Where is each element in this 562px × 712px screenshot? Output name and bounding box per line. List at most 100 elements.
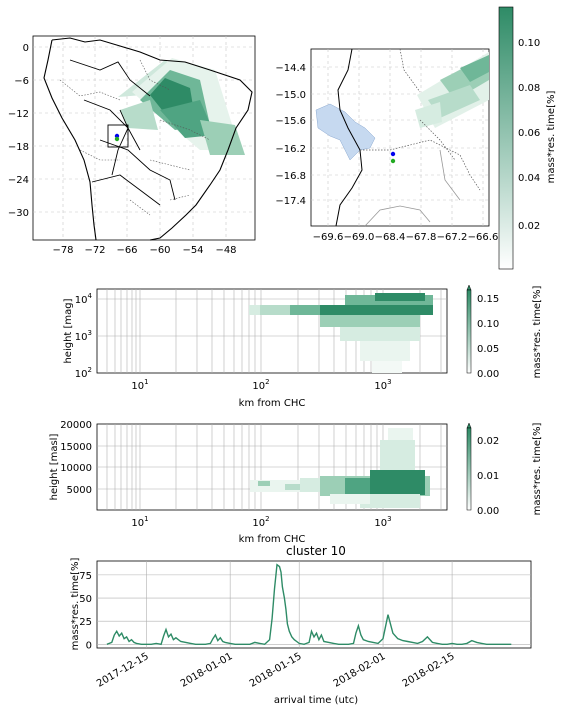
map-large-ytick: −30 — [8, 208, 29, 219]
colorbar-main-label: mass*res. time[%] — [546, 91, 557, 184]
height-mag-cbar — [466, 289, 472, 374]
map-large-panel: −78 −72 −66 −60 −54 −48 0 −6 −12 −18 −24… — [8, 35, 256, 256]
map-large-yticks: 0 −6 −12 −18 −24 −30 — [8, 43, 29, 219]
height-masl-cells — [250, 428, 430, 508]
height-mag-xticks: 101 102 103 — [131, 378, 391, 392]
height-mag-xtick: 102 — [252, 378, 269, 392]
height-mag-xtick: 101 — [131, 378, 148, 392]
map-zoom-xticks: −69.6 −69.0 −68.4 −67.8 −67.2 −66.6 — [313, 232, 499, 243]
timeseries-ylabel: mass*res. time[%] — [70, 558, 81, 651]
height-masl-yticks: 5000 10000 15000 20000 — [60, 420, 92, 496]
height-mag-ytick: 103 — [75, 329, 92, 343]
map-zoom-ytick: −14.4 — [275, 63, 306, 74]
map-large-xtick: −60 — [149, 245, 170, 256]
height-mag-yticks: 102 103 104 — [75, 292, 93, 380]
zoom-station-blue — [390, 151, 396, 157]
map-large-xtick: −72 — [84, 245, 105, 256]
height-mag-cbar-tick: 0.10 — [477, 319, 499, 330]
map-zoom-xtick: −68.4 — [375, 232, 406, 243]
height-masl-xtick: 103 — [374, 515, 391, 529]
map-zoom-ytick: −15.0 — [275, 90, 306, 101]
x-tick-label: 2017-12-15 — [95, 651, 151, 690]
map-large-xtick: −48 — [215, 245, 236, 256]
height-mag-cbar-tick: 0.00 — [477, 369, 499, 380]
map-zoom-yticks: −14.4 −15.0 −15.6 −16.2 −16.8 −17.4 — [275, 63, 306, 207]
height-mag-panel: 102 103 104 101 102 103 km from CHC heig… — [63, 284, 543, 409]
map-large-zoom-box — [107, 124, 129, 148]
map-large-xtick: −78 — [52, 245, 73, 256]
map-zoom-ytick: −15.6 — [275, 116, 306, 127]
y-tick-label: 0 — [86, 640, 92, 651]
map-large-ytick: −12 — [8, 109, 29, 120]
height-masl-ylabel: height [masl] — [49, 434, 60, 501]
height-masl-xticks: 101 102 103 — [131, 515, 391, 529]
timeseries-xticks: 2017-12-15 2018-01-01 2018-01-15 2018-02-01… — [95, 651, 457, 690]
map-zoom-lake — [315, 103, 376, 161]
x-tick-label: 2018-01-15 — [248, 651, 304, 690]
map-zoom-border-gray — [364, 149, 461, 227]
height-mag-xtick: 103 — [374, 378, 391, 392]
timeseries-grid — [97, 561, 531, 648]
colorbar-main: 0.10 0.08 0.06 0.04 0.02 mass*res. time[… — [498, 6, 557, 270]
height-masl-cbar-extend — [466, 422, 472, 429]
height-masl-xlabel: km from CHC — [239, 534, 306, 545]
map-zoom-xtick: −67.2 — [437, 232, 468, 243]
zoom-station-green — [390, 158, 396, 164]
x-tick-label: 2018-02-01 — [332, 651, 388, 690]
y-tick-label: 50 — [79, 594, 92, 605]
map-zoom-border-main — [335, 48, 363, 227]
station-marker-green — [114, 136, 120, 142]
map-zoom-xtick: −66.6 — [468, 232, 499, 243]
height-mag-xlabel: km from CHC — [239, 398, 306, 409]
x-tick-label: 2018-01-01 — [179, 651, 235, 690]
colorbar-main-tick: 0.06 — [518, 128, 540, 139]
map-large-borders — [69, 59, 176, 206]
height-masl-panel: 5000 10000 15000 20000 101 102 103 km fr… — [49, 420, 543, 545]
map-zoom-panel: −69.6 −69.0 −68.4 −67.8 −67.2 −66.6 −14.… — [275, 48, 499, 243]
map-zoom-ytick: −17.4 — [275, 196, 306, 207]
map-large-ytick: 0 — [23, 43, 29, 54]
map-zoom-sensitivity-cells — [415, 52, 489, 128]
chart-title: cluster 10 — [286, 544, 346, 558]
height-masl-cbar-label: mass*res. time[%] — [532, 423, 543, 516]
height-mag-ylabel: height [mag] — [63, 298, 74, 363]
map-zoom-ytick: −16.8 — [275, 171, 306, 182]
map-large-ytick: −18 — [8, 142, 29, 153]
map-large-ytick: −6 — [14, 76, 29, 87]
height-mag-cells — [249, 293, 433, 373]
y-tick-label: 25 — [79, 617, 92, 628]
map-large-xtick: −66 — [116, 245, 137, 256]
map-large-subregions — [59, 59, 211, 216]
height-masl-xtick: 102 — [252, 515, 269, 529]
map-large-coastline — [43, 37, 253, 241]
timeseries-yticks: 0 25 50 75 — [79, 571, 92, 651]
map-large-xtick: −54 — [182, 245, 203, 256]
colorbar-main-tick: 0.04 — [518, 173, 540, 184]
colorbar-main-tick: 0.10 — [518, 38, 540, 49]
height-masl-cbar — [466, 427, 472, 511]
height-mag-cbar-tick: 0.05 — [477, 344, 499, 355]
timeseries-frame — [96, 560, 532, 649]
height-masl-cbar-tick: 0.02 — [477, 436, 499, 447]
height-mag-cbar-extend — [466, 284, 472, 291]
map-zoom-xtick: −69.0 — [344, 232, 375, 243]
height-masl-cbar-tick: 0.00 — [477, 506, 499, 517]
height-masl-ytick: 10000 — [60, 463, 92, 474]
series-line — [106, 563, 512, 646]
height-masl-ytick: 20000 — [60, 420, 92, 431]
map-large-xticks: −78 −72 −66 −60 −54 −48 — [52, 245, 236, 256]
x-tick-label: 2018-02-15 — [401, 651, 457, 690]
map-large-ytick: −24 — [8, 175, 29, 186]
height-masl-cbar-tick: 0.01 — [477, 471, 499, 482]
height-mag-ytick: 104 — [75, 292, 93, 306]
timeseries-xlabel: arrival time (utc) — [274, 695, 358, 706]
height-mag-cbar-tick: 0.15 — [477, 294, 499, 305]
map-zoom-xtick: −69.6 — [313, 232, 344, 243]
height-masl-ytick: 15000 — [60, 442, 92, 453]
height-masl-xtick: 101 — [131, 515, 148, 529]
height-masl-ytick: 5000 — [67, 485, 92, 496]
map-zoom-xtick: −67.8 — [406, 232, 437, 243]
height-mag-ytick: 102 — [75, 366, 92, 380]
